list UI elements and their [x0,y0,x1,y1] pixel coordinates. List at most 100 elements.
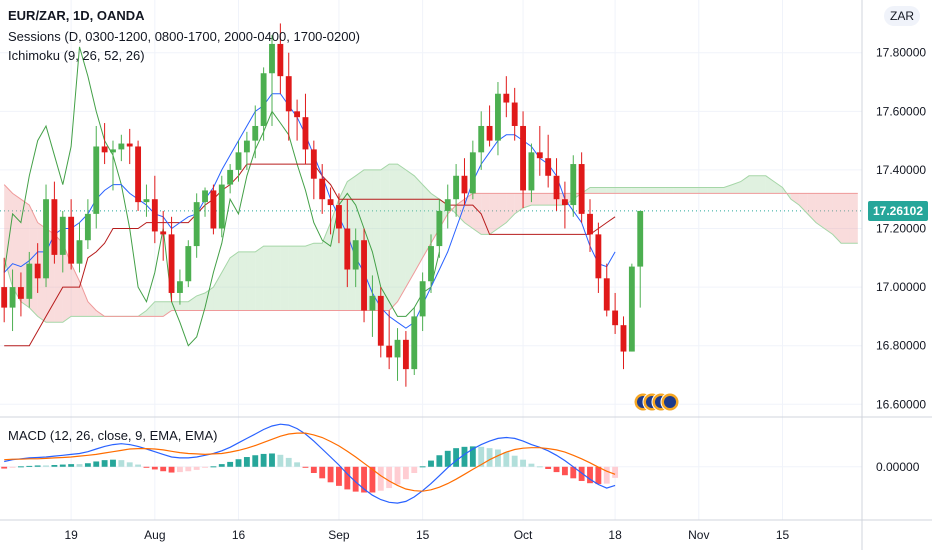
time-tick-label: 15 [776,528,790,542]
candle-body [143,199,150,203]
event-marker-icon[interactable] [660,392,680,412]
candle-body [628,266,635,352]
candle-body [269,43,275,74]
candle-body [9,287,16,308]
candle-body [394,339,401,358]
cloud-segment [481,193,490,235]
last-price-tag: 17.26102 [868,200,928,221]
candle-body [486,125,493,141]
macd-histogram-bar [344,466,351,490]
macd-histogram-bar [93,461,100,467]
price-tick-label: 17.60000 [876,104,926,118]
cloud-segment [740,175,750,194]
macd-histogram-bar [235,459,242,467]
cloud-segment [263,246,272,311]
cloud-segment [422,184,431,258]
macd-histogram-bar [118,460,125,467]
cloud-segment [749,175,758,194]
candle-body [243,140,250,153]
cloud-segment [238,251,247,311]
candle-body [411,316,418,370]
candle-body [319,178,326,200]
macd-line [4,423,616,504]
macd-histogram-bar [252,455,259,467]
cloud-segment [146,301,155,317]
candle-body [193,202,200,247]
macd-histogram-bar [411,466,418,473]
event-markers[interactable] [633,392,680,412]
cloud-segment [723,184,733,194]
macd-tick-label: 0.00000 [876,460,920,474]
cloud-segment [464,193,473,229]
cloud-segment [397,164,406,302]
macd-histogram-bar [528,463,535,467]
macd-histogram-bar [43,465,49,467]
event-marker-core [664,396,676,408]
cloud-segment [154,301,164,317]
macd-histogram-bar [168,466,175,473]
cloud-segment [255,246,264,311]
macd-histogram-bar [84,463,91,467]
candle-body [377,295,384,346]
macd-histogram-bar [578,466,585,481]
time-tick-label: Oct [514,528,533,542]
macd-histogram-bar [151,466,158,470]
cloud-segment [389,164,398,311]
cloud-segment [213,272,222,311]
macd-histogram-bar [428,460,434,467]
price-tick-label: 16.60000 [876,397,926,411]
macd-legend[interactable]: MACD (12, 26, close, 9, EMA, EMA) [8,428,218,443]
macd-histogram-bar [469,446,476,467]
cloud-segment [271,246,281,311]
macd-histogram-bar [402,466,409,480]
time-tick-label: Sep [328,528,350,542]
macd-histogram-bar [193,466,200,470]
cloud-segment [824,193,833,235]
macd-histogram-bar [319,466,326,479]
time-tick-label: 18 [608,528,622,542]
macd-histogram-bar [461,446,468,467]
candle-body [177,281,183,293]
candle-body [59,216,66,255]
candle-body [578,164,585,214]
candle-body [620,325,627,352]
time-tick-label: Aug [144,528,165,542]
candle-body [218,184,225,229]
cloud-segment [12,193,21,302]
macd-histogram-bar [486,448,493,467]
cloud-segment [497,193,507,229]
macd-histogram-bar [302,466,309,468]
cloud-segment [715,187,724,194]
candle-body [603,278,610,311]
cloud-segment [305,243,314,311]
ichimoku-legend[interactable]: Ichimoku (9, 26, 52, 26) [8,48,145,63]
cloud-segment [698,187,708,194]
macd-histogram-bar [570,466,577,479]
cloud-segment [707,187,716,194]
cloud-segment [615,187,624,194]
candle-body [34,263,41,279]
time-tick-label: 19 [64,528,78,542]
candle-body [561,199,568,206]
symbol-badge[interactable]: ZAR [884,6,920,26]
cloud-segment [849,193,858,244]
cloud-segment [280,246,289,311]
candle-body [503,93,510,103]
conversion-line [3,93,616,329]
candle-body [419,281,426,317]
candle-body [43,199,49,279]
cloud-segment [665,187,674,194]
macd-histogram-bar [561,466,568,476]
candle-body [51,199,58,255]
macd-pane [0,416,932,504]
cloud-segment [682,187,691,194]
sessions-legend[interactable]: Sessions (D, 0300-1200, 0800-1700, 2000-… [8,29,360,44]
macd-histogram-bar [260,453,267,467]
cloud-segment [841,193,850,244]
chart-title[interactable]: EUR/ZAR, 1D, OANDA [8,8,145,23]
candle-body [511,102,518,126]
macd-histogram-bar [327,466,334,483]
